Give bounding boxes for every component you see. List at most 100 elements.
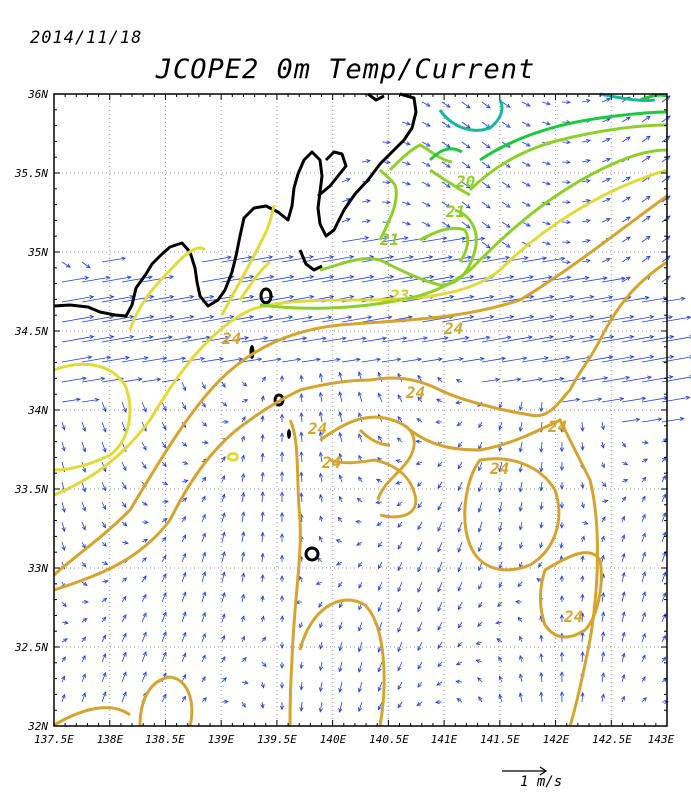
current-vector — [621, 276, 631, 283]
current-vector — [201, 421, 208, 427]
current-vector — [375, 500, 383, 505]
current-vector — [621, 136, 631, 143]
current-vector — [381, 200, 391, 205]
current-vector — [421, 201, 431, 207]
lon-label: 142.5E — [592, 733, 632, 746]
current-vector — [101, 401, 107, 413]
current-vector — [201, 440, 209, 445]
current-vector — [301, 255, 335, 263]
current-vector — [397, 394, 403, 403]
current-vector — [621, 461, 629, 466]
current-vector — [61, 441, 66, 452]
current-vector — [358, 433, 363, 443]
lon-label: 137.5E — [34, 733, 74, 746]
current-vector — [81, 481, 87, 493]
current-vector — [299, 393, 304, 403]
current-vector — [161, 461, 167, 467]
current-vector — [661, 571, 667, 583]
contour-label: 23 — [389, 286, 409, 305]
current-vector — [338, 701, 343, 713]
current-vector — [361, 357, 382, 363]
current-vector — [81, 295, 115, 303]
lon-label: 141.5E — [480, 733, 520, 746]
current-vector — [260, 531, 265, 543]
current-vector — [601, 516, 606, 523]
current-vector — [338, 681, 343, 693]
current-vector — [621, 354, 655, 363]
current-vector — [381, 236, 409, 243]
current-vector — [421, 236, 448, 243]
current-vector — [495, 620, 503, 625]
current-vector — [241, 572, 246, 583]
current-vector — [539, 541, 544, 549]
current-vector — [600, 441, 605, 449]
current-vector — [338, 621, 343, 631]
current-vector — [281, 274, 315, 283]
current-vector — [559, 691, 564, 703]
current-vector — [101, 275, 132, 283]
current-vector — [201, 532, 206, 543]
current-vector — [141, 538, 149, 543]
current-vector — [437, 581, 443, 593]
current-vector — [437, 621, 443, 631]
current-vector — [518, 692, 523, 703]
current-vector — [600, 672, 606, 683]
current-vector — [601, 137, 611, 143]
current-vector — [341, 336, 367, 343]
current-vector — [318, 472, 324, 483]
current-vector — [421, 357, 443, 363]
current-vector — [358, 476, 363, 483]
current-vector — [518, 421, 523, 433]
current-vector — [401, 255, 434, 263]
current-vector — [457, 481, 463, 492]
current-vector — [241, 416, 246, 423]
current-vector — [580, 651, 585, 663]
current-vector — [281, 336, 308, 343]
current-vector — [201, 676, 206, 683]
current-vector — [621, 236, 631, 243]
current-vector — [559, 441, 565, 453]
current-vector — [279, 413, 285, 423]
current-vector — [357, 641, 363, 653]
current-vector — [338, 474, 343, 483]
current-vector — [101, 616, 107, 623]
current-vector — [261, 294, 295, 303]
current-vector — [141, 651, 147, 663]
current-vector — [81, 617, 88, 623]
current-vector — [498, 656, 503, 663]
contour-label: 24 — [489, 459, 509, 478]
current-vector — [521, 335, 555, 343]
current-vector — [260, 615, 265, 623]
current-vector — [341, 218, 351, 223]
current-vector — [397, 621, 403, 633]
current-vector — [397, 701, 403, 709]
current-vector — [338, 431, 343, 443]
current-vector — [600, 421, 605, 431]
current-vector — [580, 575, 585, 583]
current-vector — [201, 401, 206, 408]
current-vector — [141, 401, 147, 413]
current-vector — [641, 495, 646, 503]
current-vector — [260, 552, 265, 563]
current-vector — [498, 461, 503, 473]
current-vector — [181, 631, 187, 643]
current-vector — [221, 474, 226, 483]
current-vector — [201, 315, 235, 323]
current-vector — [519, 635, 523, 643]
current-vector — [601, 257, 611, 263]
current-vector — [601, 461, 605, 469]
current-vector — [81, 261, 91, 269]
current-vector — [559, 671, 564, 683]
current-vector — [521, 256, 548, 263]
current-vector — [61, 421, 66, 431]
current-vector — [260, 511, 265, 523]
current-vector — [361, 219, 371, 224]
current-vector — [501, 275, 534, 283]
current-vector — [498, 501, 503, 513]
current-vector — [357, 391, 363, 403]
current-vector — [437, 541, 443, 553]
current-vector — [201, 255, 232, 263]
current-vector — [621, 611, 626, 623]
current-vector — [279, 681, 285, 689]
current-vector — [279, 701, 285, 711]
